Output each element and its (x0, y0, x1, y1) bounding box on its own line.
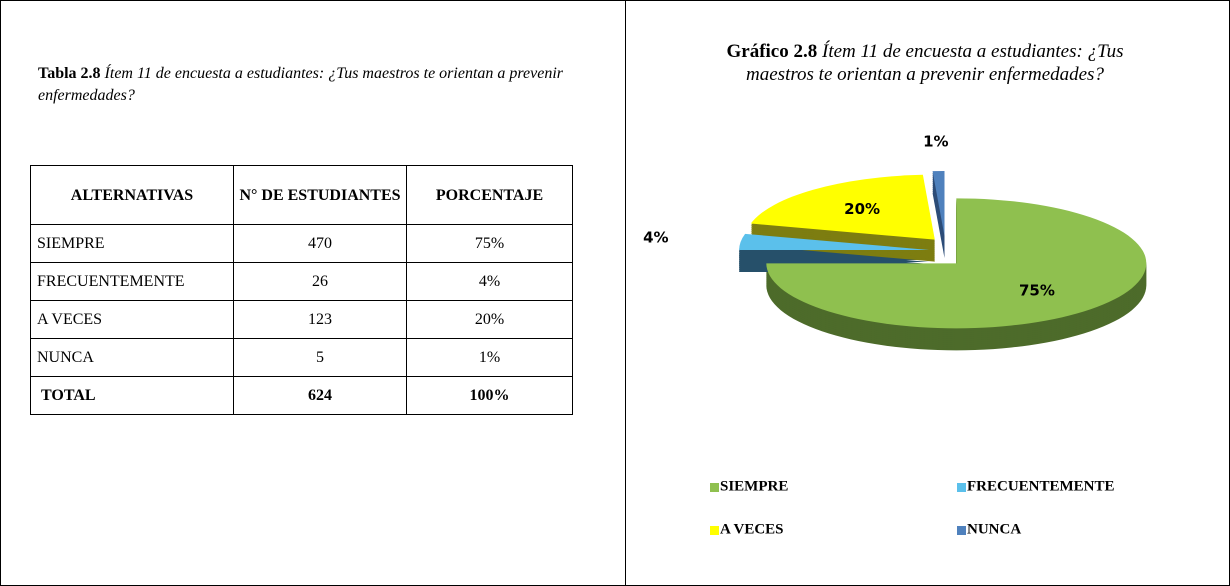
table-cell: 100% (406, 376, 573, 415)
divider (625, 0, 626, 586)
table-cell: 75% (406, 224, 573, 263)
table-cell: 470 (233, 224, 407, 263)
table-row: NUNCA 5 1% (30, 338, 573, 377)
header-cell: ALTERNATIVAS (30, 165, 234, 225)
table-cell: NUNCA (30, 338, 234, 377)
table-cell: 123 (233, 300, 407, 339)
table-row: A VECES 123 20% (30, 300, 573, 339)
table: ALTERNATIVAS N° DE ESTUDIANTES PORCENTAJ… (30, 165, 573, 415)
header-cell: PORCENTAJE (406, 165, 573, 225)
legend-swatch (957, 526, 966, 535)
table-cell: 1% (406, 338, 573, 377)
table-cell: 624 (233, 376, 407, 415)
header-row: ALTERNATIVAS N° DE ESTUDIANTES PORCENTAJ… (30, 165, 573, 225)
legend-label: NUNCA (967, 521, 1021, 537)
data-label: 75% (1019, 281, 1055, 299)
chart-title-text: Ítem 11 de encuesta a estudiantes: ¿Tus … (746, 41, 1124, 85)
slice (750, 174, 935, 240)
legend-label: A VECES (720, 521, 784, 537)
legend-swatch (710, 526, 719, 535)
table-cell: 5 (233, 338, 407, 377)
table-cell: 20% (406, 300, 573, 339)
data-label: 20% (844, 200, 880, 218)
data-label: 4% (643, 229, 668, 247)
table-cell: FRECUENTEMENTE (30, 262, 234, 301)
caption-label: Tabla 2.8 (38, 65, 101, 82)
table-row: TOTAL 624 100% (30, 376, 573, 415)
table-caption: Tabla 2.8 Ítem 11 de encuesta a estudian… (38, 63, 578, 107)
table-body: SIEMPRE 470 75% FRECUENTEMENTE 26 4% A VECES 12… (30, 224, 573, 415)
legend-label: FRECUENTEMENTE (967, 478, 1115, 494)
table-cell: TOTAL (30, 376, 234, 415)
table-cell: SIEMPRE (30, 224, 234, 263)
data-label: 1% (923, 132, 948, 150)
slice (739, 233, 930, 250)
legend-swatch (957, 483, 966, 492)
caption-text: Ítem 11 de encuesta a estudiantes: ¿Tus … (38, 65, 563, 104)
table-row: FRECUENTEMENTE 26 4% (30, 262, 573, 301)
chart-title-label: Gráfico 2.8 (726, 41, 818, 62)
legend-label: SIEMPRE (720, 478, 788, 494)
legend-swatch (710, 483, 719, 492)
slice (932, 171, 945, 237)
table-row: SIEMPRE 470 75% (30, 224, 573, 263)
table-cell: 4% (406, 262, 573, 301)
slice (766, 198, 1147, 329)
table-cell: A VECES (30, 300, 234, 339)
chart-title: Gráfico 2.8 Ítem 11 de encuesta a estudi… (705, 40, 1145, 86)
